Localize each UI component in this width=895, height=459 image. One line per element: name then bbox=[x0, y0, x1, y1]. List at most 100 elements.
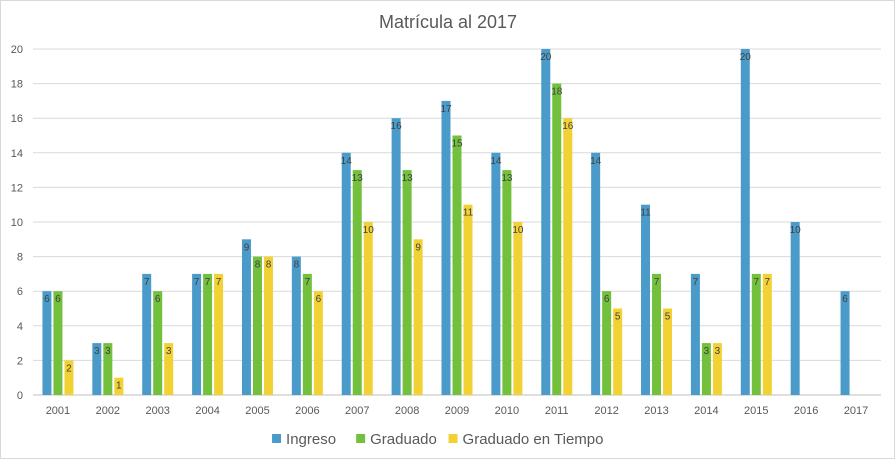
data-label: 7 bbox=[216, 277, 222, 288]
data-label: 15 bbox=[451, 139, 463, 150]
y-tick-label: 20 bbox=[11, 44, 23, 56]
y-tick-label: 0 bbox=[17, 390, 23, 402]
data-label: 7 bbox=[305, 277, 311, 288]
x-tick-label: 2015 bbox=[744, 405, 768, 417]
data-label: 11 bbox=[640, 208, 651, 219]
bar-graduado-en-tiempo bbox=[363, 222, 373, 395]
legend-swatch bbox=[448, 434, 458, 443]
x-tick-label: 2004 bbox=[195, 405, 219, 417]
bar-graduado-en-tiempo bbox=[613, 308, 623, 395]
x-tick-label: 2003 bbox=[145, 405, 169, 417]
bar-graduado-en-tiempo bbox=[663, 308, 673, 395]
chart-title: Matrícula al 2017 bbox=[379, 12, 517, 32]
data-label: 13 bbox=[352, 173, 364, 184]
bar-graduado-en-tiempo bbox=[712, 343, 722, 395]
data-label: 14 bbox=[341, 156, 353, 167]
legend-label: Graduado en Tiempo bbox=[463, 431, 604, 448]
bar-ingreso bbox=[291, 256, 301, 395]
bar-ingreso bbox=[92, 343, 102, 395]
data-label: 3 bbox=[715, 346, 721, 357]
data-label: 8 bbox=[255, 260, 261, 271]
x-tick-label: 2005 bbox=[245, 405, 269, 417]
data-label: 7 bbox=[654, 277, 660, 288]
data-label: 9 bbox=[244, 242, 250, 253]
y-tick-label: 14 bbox=[11, 148, 23, 160]
bar-graduado-en-tiempo bbox=[762, 273, 772, 395]
data-label: 5 bbox=[665, 312, 671, 323]
bar-graduado bbox=[153, 291, 163, 395]
data-label: 6 bbox=[604, 294, 610, 305]
bar-graduado bbox=[203, 273, 213, 395]
bar-graduado bbox=[452, 135, 462, 395]
x-tick-label: 2007 bbox=[345, 405, 369, 417]
data-label: 3 bbox=[166, 346, 172, 357]
legend-swatch bbox=[272, 434, 282, 443]
bar-ingreso bbox=[840, 291, 850, 395]
bar-ingreso bbox=[491, 152, 501, 395]
data-label: 2 bbox=[66, 363, 72, 374]
y-tick-label: 2 bbox=[17, 355, 23, 367]
y-tick-label: 10 bbox=[11, 217, 23, 229]
bar-graduado-en-tiempo bbox=[214, 273, 224, 395]
data-label: 3 bbox=[704, 346, 710, 357]
bar-ingreso bbox=[391, 118, 401, 395]
data-label: 3 bbox=[94, 346, 100, 357]
data-label: 1 bbox=[116, 381, 122, 392]
y-tick-label: 16 bbox=[11, 113, 23, 125]
data-label: 6 bbox=[44, 294, 50, 305]
data-label: 8 bbox=[294, 260, 300, 271]
data-label: 16 bbox=[391, 121, 403, 132]
bar-graduado bbox=[602, 291, 612, 395]
x-tick-label: 2006 bbox=[295, 405, 319, 417]
bar-graduado-en-tiempo bbox=[563, 118, 573, 395]
data-label: 7 bbox=[754, 277, 760, 288]
y-tick-label: 12 bbox=[11, 182, 23, 194]
x-tick-label: 2012 bbox=[594, 405, 618, 417]
bar-graduado-en-tiempo bbox=[114, 377, 124, 395]
bar-graduado bbox=[302, 273, 312, 395]
bar-graduado bbox=[402, 170, 412, 395]
data-label: 17 bbox=[440, 104, 452, 115]
data-label: 18 bbox=[551, 87, 563, 98]
data-label: 11 bbox=[463, 208, 474, 219]
bar-graduado bbox=[552, 83, 562, 395]
data-label: 6 bbox=[316, 294, 322, 305]
bar-ingreso bbox=[690, 273, 700, 395]
bar-ingreso bbox=[192, 273, 202, 395]
y-tick-label: 6 bbox=[17, 286, 23, 298]
bar-ingreso bbox=[790, 222, 800, 395]
y-tick-label: 8 bbox=[17, 252, 23, 264]
bar-ingreso bbox=[740, 49, 750, 395]
bar-graduado bbox=[652, 273, 662, 395]
bar-ingreso bbox=[142, 273, 152, 395]
data-label: 10 bbox=[790, 225, 802, 236]
bar-ingreso bbox=[241, 239, 251, 395]
bar-graduado-en-tiempo bbox=[164, 343, 174, 395]
x-tick-label: 2013 bbox=[644, 405, 668, 417]
y-tick-label: 4 bbox=[17, 321, 23, 333]
data-label: 20 bbox=[540, 52, 552, 63]
data-label: 7 bbox=[144, 277, 150, 288]
data-label: 8 bbox=[266, 260, 272, 271]
bar-graduado bbox=[701, 343, 711, 395]
data-label: 10 bbox=[512, 225, 524, 236]
bar-graduado bbox=[502, 170, 512, 395]
bar-ingreso bbox=[591, 152, 601, 395]
data-label: 5 bbox=[615, 312, 621, 323]
bar-ingreso bbox=[341, 152, 351, 395]
data-label: 9 bbox=[415, 242, 421, 253]
x-tick-label: 2001 bbox=[46, 405, 70, 417]
data-label: 6 bbox=[155, 294, 161, 305]
bar-graduado-en-tiempo bbox=[463, 204, 473, 395]
x-tick-label: 2010 bbox=[495, 405, 519, 417]
data-label: 13 bbox=[402, 173, 414, 184]
bar-ingreso bbox=[441, 100, 451, 396]
data-label: 6 bbox=[842, 294, 848, 305]
data-label: 6 bbox=[55, 294, 61, 305]
legend-label: Graduado bbox=[370, 431, 437, 448]
bar-graduado-en-tiempo bbox=[513, 222, 523, 395]
bar-graduado bbox=[252, 256, 262, 395]
data-label: 20 bbox=[740, 52, 752, 63]
x-tick-label: 2008 bbox=[395, 405, 419, 417]
data-label: 13 bbox=[501, 173, 513, 184]
